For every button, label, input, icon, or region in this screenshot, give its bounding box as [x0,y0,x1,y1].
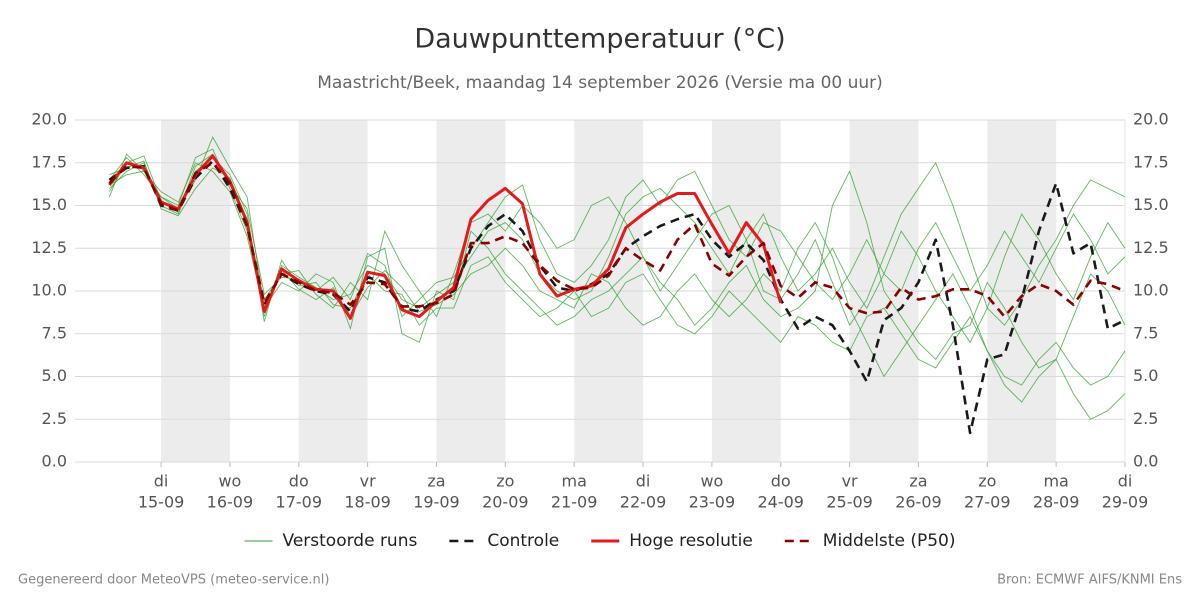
legend-label: Verstoorde runs [283,531,418,551]
legend-label: Middelste (P50) [823,531,956,551]
x-tick-weekday: zo [978,472,996,491]
y-tick-label: 17.5 [31,152,67,171]
y-tick-label: 5.0 [42,366,67,385]
x-tick-weekday: di [1118,472,1133,491]
x-tick-weekday: vr [842,472,858,491]
y2-tick-label: 17.5 [1133,152,1169,171]
footer-left: Gegenereerd door MeteoVPS (meteo-service… [18,573,329,588]
x-tick-weekday: di [636,472,651,491]
x-tick-weekday: di [154,472,169,491]
chart-title: Dauwpunttemperatuur (°C) [414,24,785,55]
x-tick-weekday: ma [561,472,586,491]
x-tick-date: 27-09 [964,493,1011,512]
x-tick-date: 23-09 [689,493,736,512]
x-tick-date: 19-09 [413,493,460,512]
x-tick-date: 20-09 [482,493,529,512]
x-tick-weekday: wo [700,472,723,491]
y2-tick-label: 15.0 [1133,195,1169,214]
x-tick-date: 24-09 [757,493,804,512]
y-tick-label: 12.5 [31,238,67,257]
y2-tick-label: 7.5 [1133,323,1158,342]
x-tick-date: 25-09 [826,493,873,512]
x-tick-date: 22-09 [620,493,667,512]
legend-label: Controle [487,531,559,551]
y2-tick-label: 10.0 [1133,281,1169,300]
x-tick-weekday: do [289,472,309,491]
y2-tick-label: 0.0 [1133,452,1158,471]
series-line [108,161,1126,318]
y-tick-label: 10.0 [31,281,67,300]
x-tick-weekday: zo [496,472,514,491]
x-tick-date: 26-09 [895,493,942,512]
y2-tick-label: 5.0 [1133,366,1158,385]
x-tick-date: 17-09 [276,493,323,512]
legend: Verstoorde runs Controle Hoge resolutie Mid… [244,531,956,551]
x-tick-weekday: wo [218,472,241,491]
x-tick-weekday: za [427,472,445,491]
y2-tick-label: 2.5 [1133,409,1158,428]
x-tick-date: 28-09 [1033,493,1080,512]
y-tick-label: 15.0 [31,195,67,214]
x-tick-date: 29-09 [1102,493,1149,512]
ensemble-line [109,153,1126,318]
footer-right: Bron: ECMWF AIFS/KNMI Ens [997,573,1182,588]
y-tick-label: 2.5 [42,409,67,428]
x-tick-weekday: do [771,472,791,491]
x-tick-date: 21-09 [551,493,598,512]
y2-tick-label: 20.0 [1133,110,1169,129]
x-tick-weekday: vr [360,472,376,491]
y2-tick-label: 12.5 [1133,238,1169,257]
y-tick-label: 0.0 [42,452,67,471]
x-tick-date: 16-09 [207,493,254,512]
x-tick-weekday: za [909,472,927,491]
x-tick-date: 15-09 [138,493,185,512]
ensemble-line [108,136,1126,369]
legend-label: Hoge resolutie [629,531,753,551]
x-tick-date: 18-09 [344,493,391,512]
x-tick-weekday: ma [1043,472,1068,491]
y-tick-label: 7.5 [42,323,67,342]
series-line [108,154,783,320]
y-tick-label: 20.0 [31,110,67,129]
chart-subtitle: Maastricht/Beek, maandag 14 september 20… [317,73,883,93]
